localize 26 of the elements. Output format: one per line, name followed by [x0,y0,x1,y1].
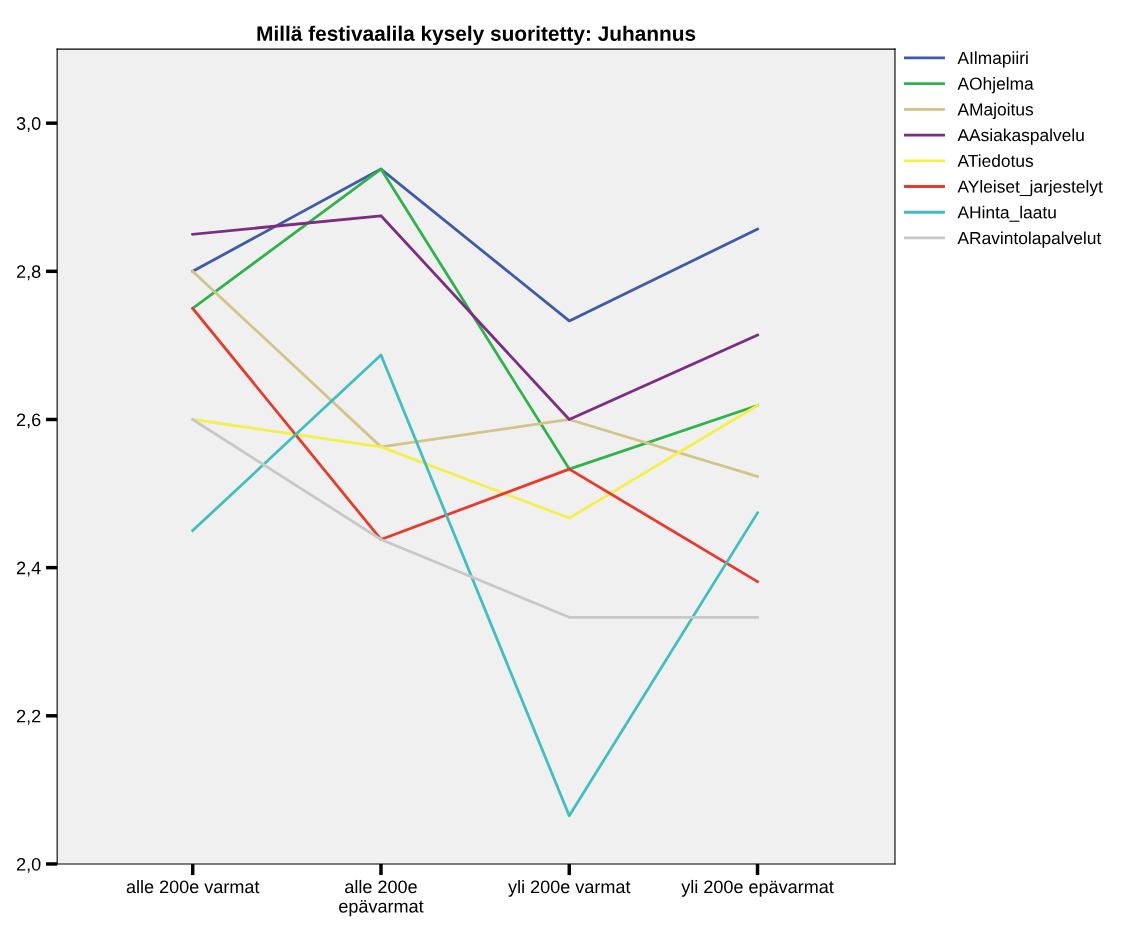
legend-label: ATiedotus [957,154,1034,168]
line-series [191,214,759,421]
legend-label: AOhjelma [957,77,1034,94]
x-tick-label: alle 200e varmat [126,879,260,894]
chart-title: Millä festivaalila kysely suoritetty: Juhannus [257,25,696,46]
y-tick-label: 2,2 [16,709,41,725]
y-tick-label: 2,6 [16,413,41,429]
legend-label: ARavintolapalvelut [957,231,1102,248]
y-tick-label: 2,8 [16,265,41,281]
line-series [191,404,759,520]
legend-label: AHinta_laatu [957,205,1056,222]
legend-label: AYleiset_jarjestelyt [957,180,1103,197]
x-tick-label: alle 200e epävarmat [339,879,424,917]
x-tick-label: yli 200e varmat [508,879,631,897]
y-tick-label: 2,0 [16,857,41,873]
y-tick-label: 3,0 [16,117,41,133]
line-series [191,269,759,478]
legend-label: AIlmapiiri [957,51,1028,68]
line-series [191,167,759,323]
line-series [191,306,759,584]
line-series [191,167,759,471]
legend-label: AAsiakaspalvelu [957,128,1084,145]
line-series [191,353,759,818]
y-tick-label: 2,4 [16,561,41,577]
x-tick-label: yli 200e epävarmat [681,879,834,897]
legend-label: AMajoitus [957,102,1034,119]
